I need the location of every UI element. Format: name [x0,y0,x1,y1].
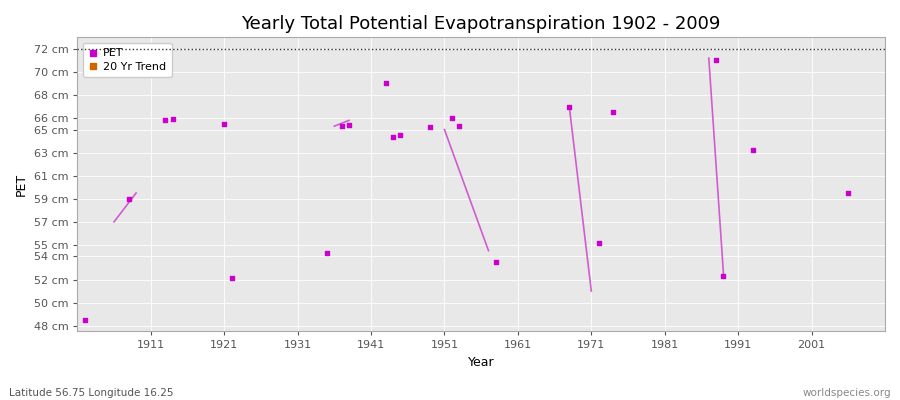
Point [379,80,393,87]
X-axis label: Year: Year [468,356,494,369]
Point [158,117,173,124]
Point [745,147,760,154]
Point [709,57,724,64]
Point [423,124,437,130]
Point [217,121,231,127]
Point [320,250,334,256]
Point [166,116,180,122]
Point [562,103,577,110]
Title: Yearly Total Potential Evapotranspiration 1902 - 2009: Yearly Total Potential Evapotranspiratio… [241,15,721,33]
Y-axis label: PET: PET [15,173,28,196]
Point [452,123,466,129]
Point [606,109,620,116]
Point [393,132,408,138]
Point [77,317,92,323]
Point [591,240,606,246]
Point [342,122,356,128]
Point [716,273,731,279]
Point [224,275,238,282]
Point [386,133,400,140]
Point [122,196,136,202]
Point [445,115,459,121]
Text: Latitude 56.75 Longitude 16.25: Latitude 56.75 Longitude 16.25 [9,388,174,398]
Point [335,123,349,129]
Text: worldspecies.org: worldspecies.org [803,388,891,398]
Point [842,190,856,196]
Legend: PET, 20 Yr Trend: PET, 20 Yr Trend [83,43,172,77]
Point [489,259,503,266]
